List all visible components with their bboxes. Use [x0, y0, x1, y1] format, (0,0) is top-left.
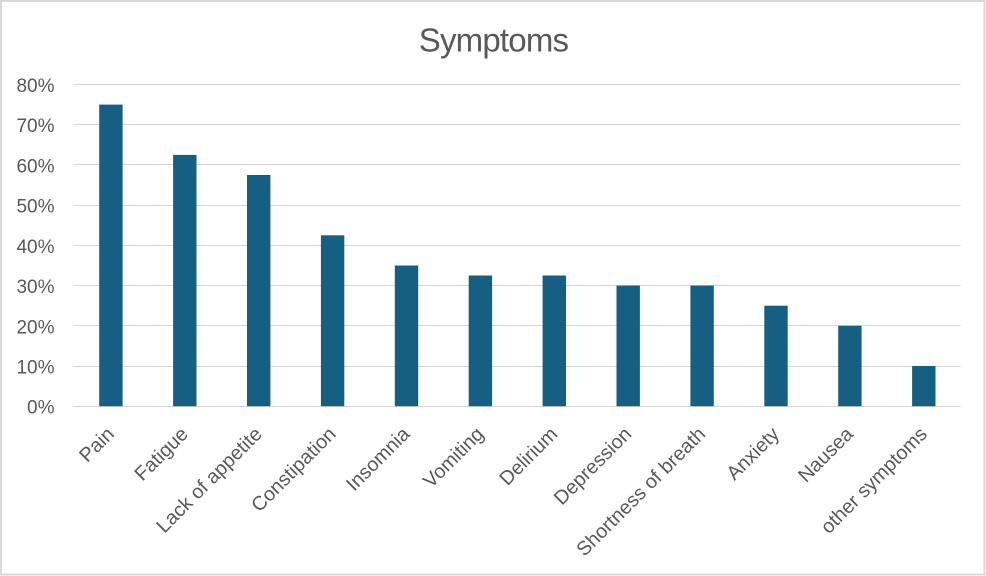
svg-text:60%: 60%	[16, 156, 54, 177]
svg-text:80%: 80%	[16, 76, 54, 97]
svg-text:40%: 40%	[16, 237, 54, 258]
svg-text:0%: 0%	[27, 398, 55, 419]
svg-text:70%: 70%	[16, 116, 54, 137]
svg-text:30%: 30%	[16, 277, 54, 298]
svg-text:50%: 50%	[16, 197, 54, 218]
svg-text:10%: 10%	[16, 358, 54, 379]
svg-text:20%: 20%	[16, 317, 54, 338]
svg-text:Symptoms: Symptoms	[419, 21, 569, 58]
